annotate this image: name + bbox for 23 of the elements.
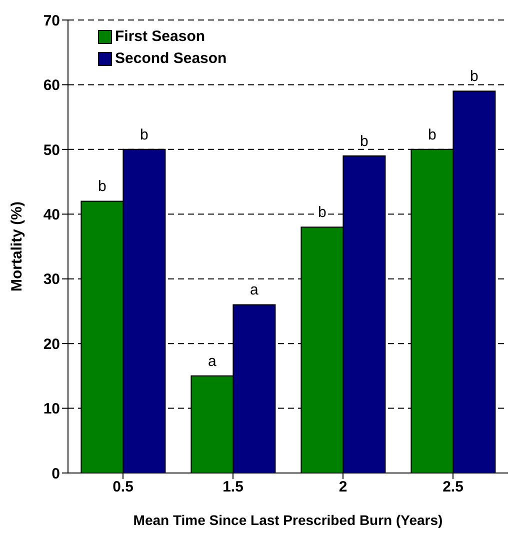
- x-tick-label: 2: [338, 478, 348, 496]
- y-axis-title: Mortality (%): [8, 201, 26, 292]
- annotation: a: [250, 282, 260, 299]
- y-tick-label: 70: [43, 12, 60, 30]
- y-tick-label: 40: [43, 206, 60, 224]
- y-tick-label: 50: [43, 142, 60, 159]
- annotation: b: [360, 132, 368, 150]
- annotation: a: [208, 352, 218, 370]
- annotation: b: [98, 178, 106, 196]
- annotation: b: [470, 68, 478, 86]
- legend-label: First Season: [115, 27, 206, 47]
- y-tick-label: 30: [43, 271, 60, 288]
- x-tick-label: 0.5: [112, 478, 134, 496]
- x-tick-label: 1.5: [222, 478, 244, 496]
- y-tick-label: 10: [43, 400, 60, 418]
- y-tick-label: 20: [43, 336, 60, 353]
- x-axis-title: Mean Time Since Last Prescribed Burn (Years): [133, 512, 443, 528]
- legend-label: Second Season: [115, 49, 227, 69]
- x-tick-label: 2.5: [442, 478, 464, 496]
- annotation: b: [428, 126, 436, 144]
- y-tick-label: 60: [43, 77, 60, 94]
- annotation: b: [140, 126, 148, 144]
- y-tick-label: 0: [52, 465, 60, 482]
